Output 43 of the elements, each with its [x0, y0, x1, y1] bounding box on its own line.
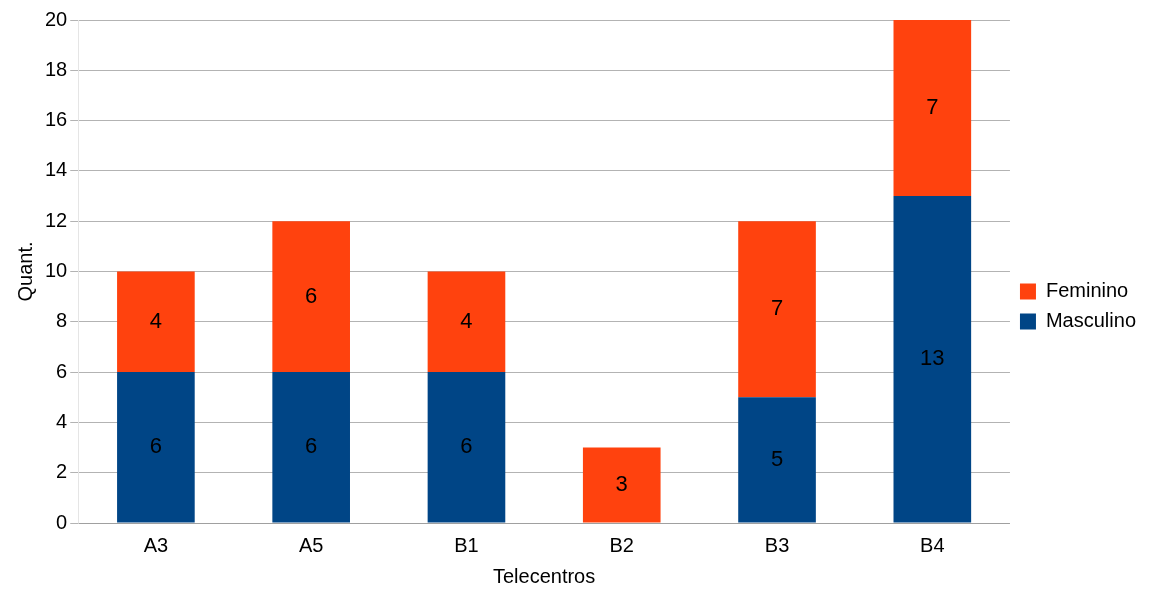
x-axis-title: Telecentros — [492, 564, 596, 587]
data-label: 6 — [305, 282, 318, 308]
y-tick-label: 0 — [56, 510, 68, 533]
y-axis-title: Quant. — [13, 241, 36, 302]
data-label: 4 — [149, 307, 163, 333]
data-label: 5 — [770, 445, 784, 471]
x-tick-label: B2 — [609, 533, 634, 556]
y-tick-label: 6 — [56, 359, 68, 382]
bar — [272, 372, 350, 523]
y-tick-label: 4 — [56, 409, 68, 432]
data-label: 7 — [770, 295, 784, 321]
y-tick-label: 8 — [56, 309, 68, 332]
legend-label: Masculino — [1045, 309, 1137, 332]
x-tick-label: A3 — [143, 533, 169, 556]
bar — [738, 221, 816, 398]
y-tick-label: 20 — [45, 7, 68, 30]
data-label: 3 — [615, 471, 628, 497]
bar — [893, 20, 972, 197]
bar — [893, 196, 972, 523]
y-tick-label: 10 — [45, 259, 68, 282]
y-tick-label: 18 — [45, 57, 68, 80]
data-label: 6 — [460, 433, 473, 459]
data-label: 13 — [920, 345, 945, 371]
bar — [427, 372, 506, 523]
data-label: 7 — [926, 94, 939, 120]
bar — [738, 397, 816, 523]
x-tick-label: B1 — [454, 533, 479, 556]
data-label: 6 — [149, 433, 163, 459]
y-tick-label: 12 — [45, 208, 68, 231]
y-tick-label: 2 — [56, 460, 68, 483]
bar — [582, 447, 661, 523]
legend-label: Feminino — [1045, 279, 1129, 302]
bar — [117, 372, 195, 523]
x-tick-label: B4 — [920, 533, 945, 556]
bar — [117, 271, 195, 373]
x-tick-label: A5 — [298, 533, 324, 556]
bar — [427, 271, 506, 373]
y-tick-label: 16 — [45, 108, 68, 131]
bar — [272, 221, 350, 373]
data-label: 6 — [305, 433, 318, 459]
data-label: 4 — [460, 307, 473, 333]
x-tick-label: B3 — [764, 533, 790, 556]
y-tick-label: 14 — [45, 158, 68, 181]
